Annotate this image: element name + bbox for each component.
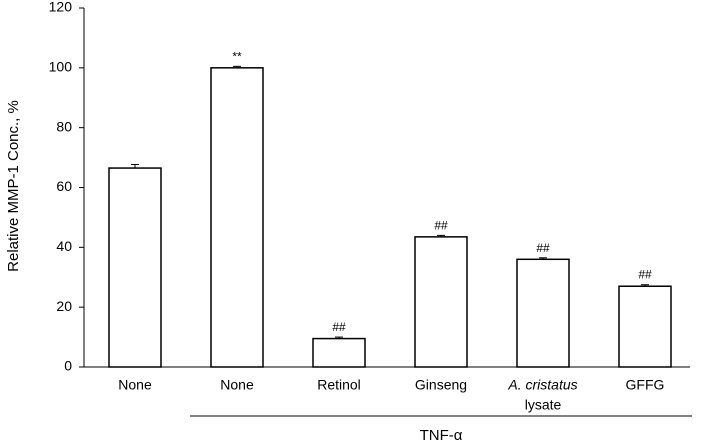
x-category-label: Ginseng <box>415 377 467 393</box>
x-category-label: Retinol <box>317 377 361 393</box>
y-tick-label: 80 <box>56 118 72 134</box>
y-tick-label: 0 <box>64 358 72 374</box>
bar <box>312 337 366 368</box>
bar <box>516 258 570 368</box>
x-category-label: GFFG <box>626 377 665 393</box>
bar <box>210 67 264 368</box>
significance-label: ** <box>232 49 242 63</box>
x-category-label: A. cristatus <box>507 377 577 393</box>
y-tick-label: 40 <box>56 238 72 254</box>
group-bracket: TNF-α <box>190 415 692 444</box>
x-category-label: lysate <box>525 397 562 413</box>
group-label: TNF-α <box>420 427 463 444</box>
y-axis-title: Relative MMP-1 Conc., % <box>5 100 22 272</box>
bar <box>108 167 162 368</box>
x-category-label: None <box>220 377 254 393</box>
significance-label: ## <box>434 218 448 232</box>
significance-label: ## <box>638 268 652 282</box>
bar <box>414 236 468 368</box>
y-tick-label: 100 <box>49 59 73 75</box>
significance-label: ## <box>332 320 346 334</box>
y-axis-title-group: Relative MMP-1 Conc., % <box>5 100 22 272</box>
y-tick-label: 120 <box>49 0 73 15</box>
x-category-label: None <box>118 377 152 393</box>
category-labels: None None Retinol Ginseng A. cristatus lysate… <box>118 377 664 413</box>
y-ticks: 0 20 40 60 80 100 120 <box>49 0 84 374</box>
bars: ** ## ## ## ## <box>108 49 672 368</box>
significance-label: ## <box>536 241 550 255</box>
bar <box>618 285 672 368</box>
y-tick-label: 60 <box>56 178 72 194</box>
y-tick-label: 20 <box>56 298 72 314</box>
axes <box>83 8 690 368</box>
